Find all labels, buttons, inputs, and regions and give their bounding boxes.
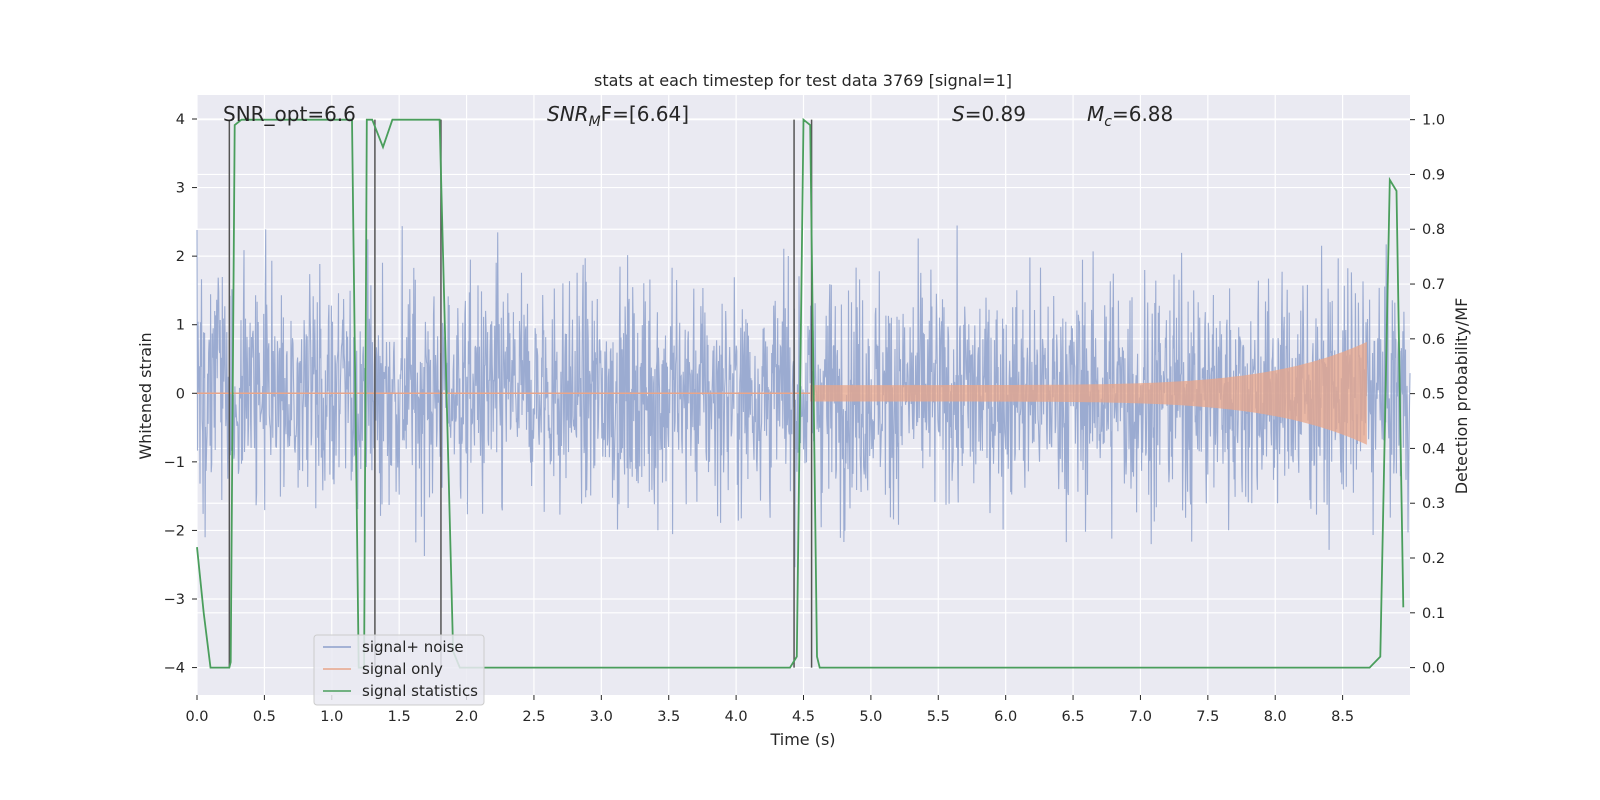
stats-line bbox=[196, 117, 1405, 669]
x-tick-label: 2.0 bbox=[455, 709, 478, 725]
y-left-tick-label: −2 bbox=[164, 523, 185, 539]
y-axis-left-ticks: 4 3 2 1 0 −1 −2 −3 −4 bbox=[164, 112, 197, 677]
x-tick-label: 7.0 bbox=[1129, 709, 1152, 725]
y-left-tick-label: 0 bbox=[176, 386, 185, 402]
y-left-tick-label: 4 bbox=[176, 112, 185, 128]
annotation-s: S=0.89 bbox=[952, 102, 1026, 126]
snr-mf-sub: M bbox=[589, 114, 601, 130]
y-right-tick-label: 0.7 bbox=[1422, 277, 1445, 293]
y-right-tick-label: 0.9 bbox=[1422, 167, 1445, 183]
x-tick-label: 8.5 bbox=[1331, 709, 1354, 725]
legend-box bbox=[313, 634, 485, 706]
signal-only-series bbox=[197, 341, 1367, 445]
x-tick-label: 0.5 bbox=[253, 709, 276, 725]
x-tick-label: 2.5 bbox=[522, 709, 545, 725]
chart-title: stats at each timestep for test data 376… bbox=[594, 71, 1012, 90]
y-left-tick-label: 2 bbox=[176, 249, 185, 265]
y-left-tick-label: 1 bbox=[176, 318, 185, 334]
mc-value: =6.88 bbox=[1112, 102, 1173, 126]
s-label: S bbox=[952, 102, 965, 126]
x-tick-label: 5.0 bbox=[859, 709, 882, 725]
y-right-tick-label: 0.6 bbox=[1422, 332, 1445, 348]
s-value: =0.89 bbox=[965, 102, 1026, 126]
x-axis-ticks: 0.0 0.5 1.0 1.5 2.0 2.5 3.0 3.5 4.0 4.5 5.0 5.5 6.0 6… bbox=[185, 695, 1354, 725]
x-tick-label: 6.0 bbox=[994, 709, 1017, 725]
noise-trace bbox=[196, 225, 1411, 568]
annotation-mc: Mc=6.88 bbox=[1087, 102, 1173, 130]
signal-noise-series bbox=[196, 225, 1411, 568]
y-right-tick-label: 0.4 bbox=[1422, 441, 1445, 457]
legend: signal+ noise signal only signal statist… bbox=[313, 634, 485, 706]
y-right-tick-label: 0.0 bbox=[1422, 661, 1445, 677]
x-tick-label: 5.5 bbox=[927, 709, 950, 725]
y-left-tick-label: 3 bbox=[176, 181, 185, 197]
legend-label-noise: signal+ noise bbox=[362, 638, 464, 656]
legend-label-signal: signal only bbox=[362, 660, 443, 678]
signal-statistics-series bbox=[196, 117, 1405, 669]
y-axis-left-label: Whitened strain bbox=[136, 332, 155, 459]
y-right-tick-label: 0.2 bbox=[1422, 551, 1445, 567]
x-tick-label: 8.0 bbox=[1264, 709, 1287, 725]
mc-sub: c bbox=[1104, 114, 1112, 130]
x-axis-label: Time (s) bbox=[769, 730, 835, 749]
y-left-tick-label: −1 bbox=[164, 455, 185, 471]
x-tick-label: 7.5 bbox=[1196, 709, 1219, 725]
x-tick-label: 1.0 bbox=[320, 709, 343, 725]
x-tick-label: 1.5 bbox=[388, 709, 411, 725]
y-axis-right-ticks: 1.0 0.9 0.8 0.7 0.6 0.5 0.4 0.3 0.2 0.1 0.0 bbox=[1410, 113, 1445, 677]
snr-mf-prefix: SNR bbox=[547, 102, 589, 126]
x-tick-label: 6.5 bbox=[1062, 709, 1085, 725]
snr-mf-rest: F=[6.64] bbox=[601, 102, 689, 126]
y-right-tick-label: 1.0 bbox=[1422, 113, 1445, 129]
x-tick-label: 0.0 bbox=[185, 709, 208, 725]
annotation-snr-opt: SNR_opt=6.6 bbox=[223, 102, 356, 126]
x-tick-label: 3.5 bbox=[657, 709, 680, 725]
annotation-snr-mf: SNRMF=[6.64] bbox=[547, 102, 689, 130]
x-tick-label: 3.0 bbox=[590, 709, 613, 725]
y-right-tick-label: 0.3 bbox=[1422, 496, 1445, 512]
y-right-tick-label: 0.5 bbox=[1422, 387, 1445, 403]
x-tick-label: 4.5 bbox=[792, 709, 815, 725]
y-left-tick-label: −3 bbox=[164, 592, 185, 608]
signal-chirp-envelope bbox=[810, 341, 1367, 445]
legend-label-stats: signal statistics bbox=[362, 682, 478, 700]
mc-label: M bbox=[1087, 102, 1104, 126]
y-right-tick-label: 0.1 bbox=[1422, 606, 1445, 622]
y-left-tick-label: −4 bbox=[164, 661, 185, 677]
y-axis-right-label: Detection probability/MF bbox=[1452, 298, 1471, 495]
y-right-tick-label: 0.8 bbox=[1422, 222, 1445, 238]
x-tick-label: 4.0 bbox=[725, 709, 748, 725]
